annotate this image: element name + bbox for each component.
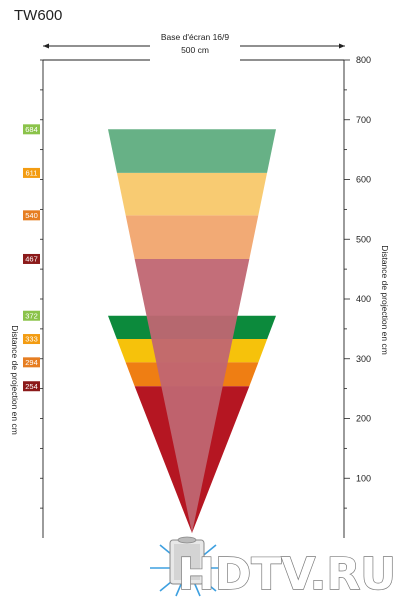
right-axis-ticks: 100 200 300 400 500 600 700 800 bbox=[344, 55, 371, 509]
right-tick-label: 600 bbox=[356, 175, 371, 185]
distance-badge-684: 684 bbox=[23, 124, 40, 135]
left-axis-label: Distance de projection en cm bbox=[10, 325, 20, 435]
band-611 bbox=[116, 172, 268, 216]
dimension-arrow-right-icon bbox=[339, 43, 345, 49]
distance-badge-372: 372 bbox=[23, 310, 40, 321]
right-tick-label: 200 bbox=[356, 414, 371, 424]
band-684 bbox=[108, 129, 276, 173]
screen-width-label: 500 cm bbox=[181, 45, 209, 55]
band-467 bbox=[134, 258, 250, 533]
distance-badge-467: 467 bbox=[23, 253, 40, 264]
right-tick-label: 700 bbox=[356, 115, 371, 125]
right-axis-label: Distance de projection en cm bbox=[380, 245, 390, 355]
distance-badge-label: 467 bbox=[25, 255, 38, 264]
screen-base-label: Base d'écran 16/9 bbox=[161, 32, 230, 42]
right-tick-label: 400 bbox=[356, 294, 371, 304]
distance-badge-label: 372 bbox=[25, 311, 38, 320]
left-axis-ticks bbox=[40, 59, 43, 509]
distance-badge-label: 333 bbox=[25, 335, 38, 344]
projection-bands bbox=[108, 129, 276, 533]
distance-badge-label: 611 bbox=[26, 169, 38, 178]
distance-badge-540: 540 bbox=[23, 210, 40, 221]
projector-icon bbox=[150, 536, 226, 597]
distance-badge-label: 294 bbox=[25, 358, 38, 367]
diagram-title: TW600 bbox=[14, 7, 62, 24]
band-540 bbox=[125, 215, 259, 259]
distance-badge-label: 540 bbox=[25, 211, 38, 220]
distance-badge-label: 684 bbox=[25, 125, 38, 134]
watermark: HDTV.RU bbox=[178, 549, 396, 600]
distance-badge-611: 611 bbox=[23, 167, 40, 178]
right-tick-label: 300 bbox=[356, 354, 371, 364]
right-tick-label: 500 bbox=[356, 234, 371, 244]
dimension-arrow-left-icon bbox=[43, 43, 49, 49]
right-tick-label: 100 bbox=[356, 473, 371, 483]
right-tick-label: 800 bbox=[356, 55, 371, 65]
distance-badge-294: 294 bbox=[23, 357, 40, 368]
distance-badge-254: 254 bbox=[23, 381, 40, 392]
distance-badge-333: 333 bbox=[23, 334, 40, 345]
distance-badges: 684 611 540 467 372 333 294 254 bbox=[23, 124, 40, 392]
distance-badge-label: 254 bbox=[25, 382, 38, 391]
